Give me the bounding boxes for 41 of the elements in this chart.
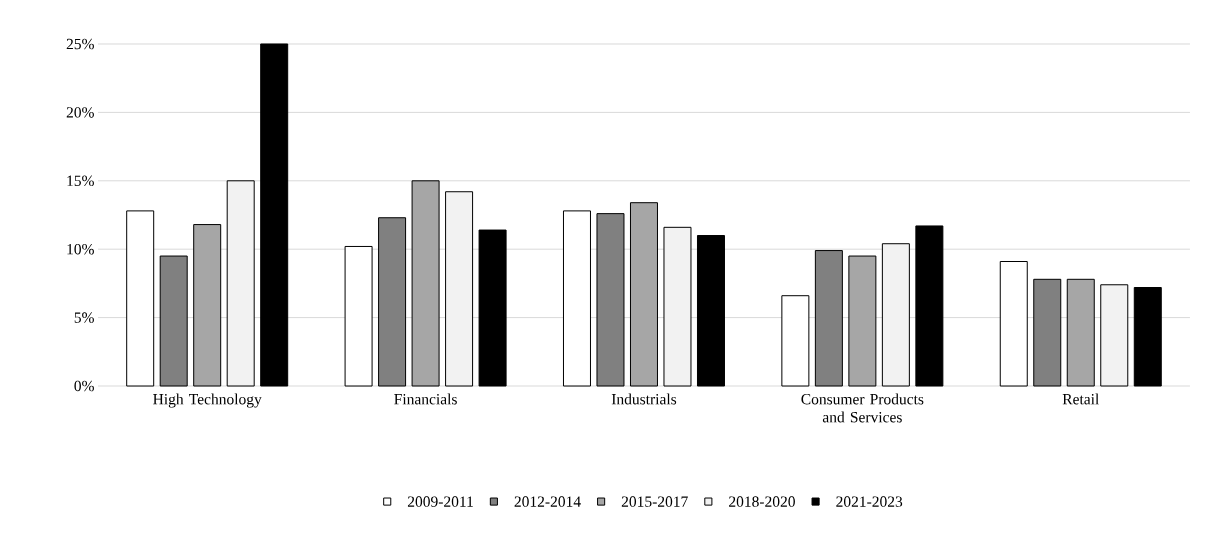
bar [663,226,692,387]
bar [193,224,222,387]
bar [915,225,944,387]
bar [848,255,877,387]
y-tick-label: 10% [67,243,94,255]
legend-label: 2012-2014 [514,496,581,507]
bar [159,255,188,387]
x-tick-label: Consumer Products and Services [801,393,924,423]
y-tick-label: 15% [67,175,94,187]
y-tick-label: 5% [74,312,94,323]
bar [260,43,289,387]
legend-label: 2015-2017 [621,496,688,507]
bar [596,213,625,387]
bar [478,229,507,387]
bar [411,180,440,387]
bar [378,217,407,387]
bar [344,245,373,387]
x-tick-label: Industrials [611,393,677,405]
y-tick-label: 0% [74,380,94,392]
bar [1066,278,1095,387]
y-tick-label: 20% [66,107,94,118]
bar [696,235,725,387]
legend-label: 2018-2020 [729,496,795,507]
legend-label: 2009-2011 [407,496,473,507]
x-tick-label: Financials [394,393,457,405]
bar [629,202,658,387]
bar [814,250,843,387]
bar [126,210,155,387]
bar [562,210,591,387]
bar [226,180,255,387]
bar [445,191,474,387]
bar [781,295,810,387]
bar [1133,287,1162,387]
legend-label: 2021-2023 [836,496,903,507]
bar [1033,278,1062,387]
bar [999,261,1028,387]
y-tick-label: 25% [66,38,94,50]
x-tick-label: High Technology [153,393,262,408]
bar [881,243,910,387]
x-tick-label: Retail [1062,393,1099,405]
bar [1100,284,1129,387]
